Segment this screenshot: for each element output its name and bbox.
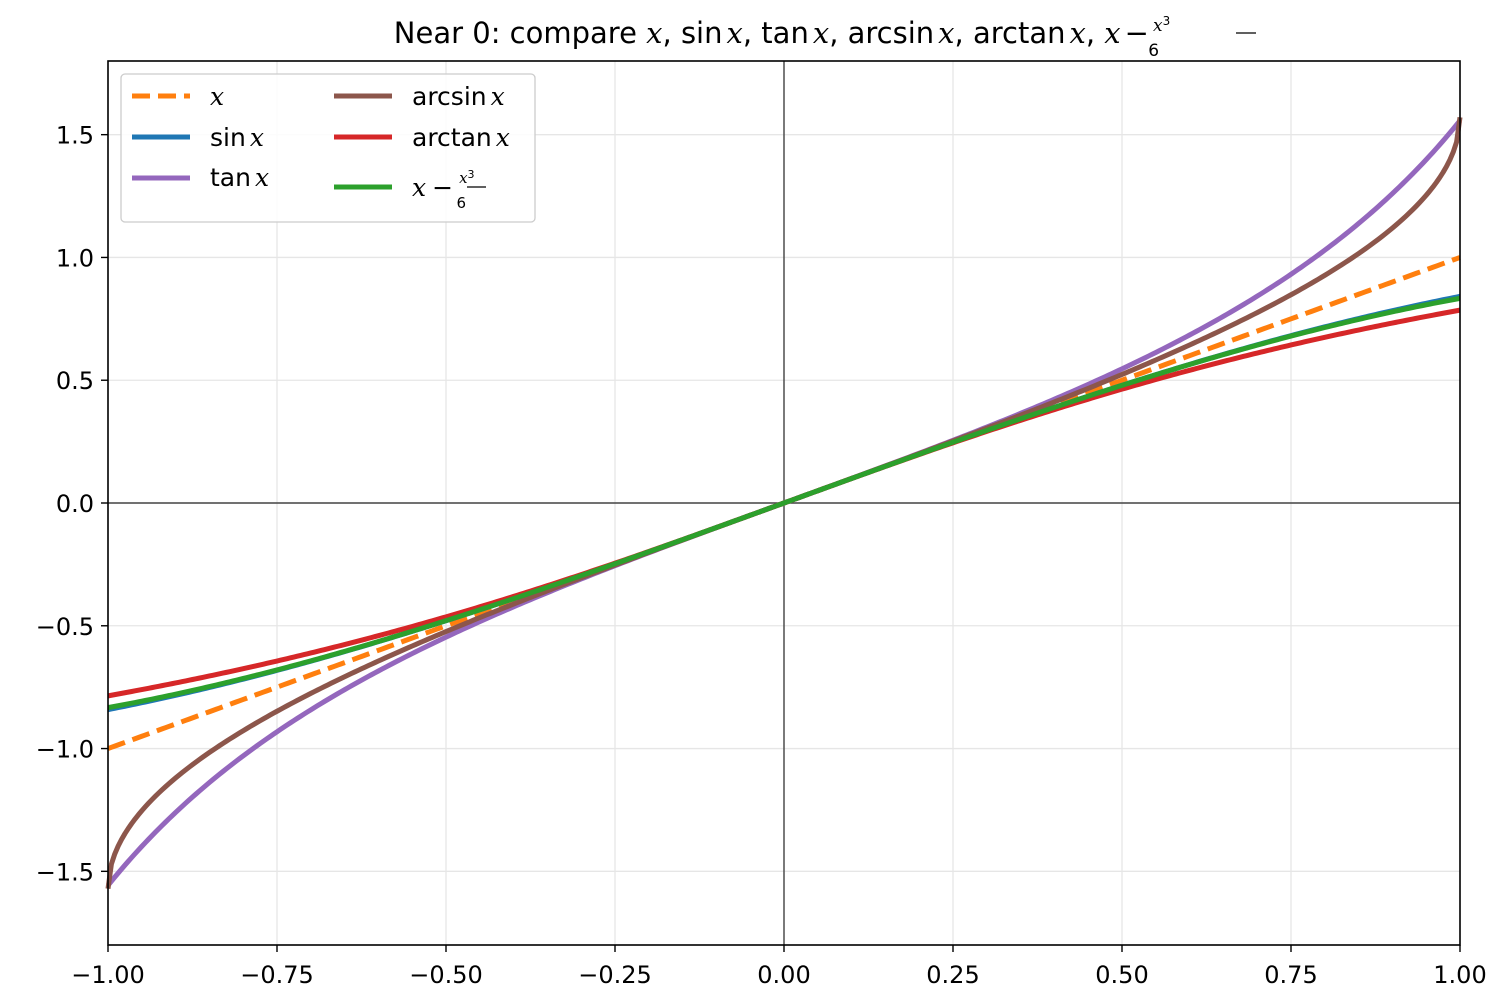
title-arcsin-var: x <box>938 16 954 50</box>
y-tick-label: 0.0 <box>56 490 94 518</box>
title-tan-var: x <box>813 16 829 50</box>
title-var-x: x <box>646 16 662 50</box>
x-tick-label: 0.25 <box>926 961 979 989</box>
title-prefix: Near 0: compare <box>394 16 646 50</box>
title-tan: tan <box>761 16 809 50</box>
legend-label-x: x <box>210 82 224 111</box>
x-tick-label: 0.00 <box>757 961 810 989</box>
title-cubic-var: x <box>1104 16 1120 50</box>
legend: x sin x tan x arcsin x arctan x x − x3 6 <box>121 74 535 222</box>
title-arctan: arctan <box>973 16 1066 50</box>
title-sin-var: x <box>727 16 743 50</box>
title-cubic-power: 3 <box>1163 14 1171 28</box>
x-tick-label: −0.25 <box>578 961 652 989</box>
x-tick-label: 1.00 <box>1433 961 1486 989</box>
legend-label-arcsin: arcsin x <box>412 82 505 111</box>
title-arctan-var: x <box>1070 16 1086 50</box>
x-tick-label: 0.75 <box>1264 961 1317 989</box>
legend-label-arctan: arctan x <box>412 123 510 152</box>
y-tick-label: 1.5 <box>56 122 94 150</box>
x-tick-label: 0.50 <box>1095 961 1148 989</box>
title-cubic-num-x: x <box>1153 16 1163 36</box>
y-tick-label: −1.5 <box>36 858 94 886</box>
chart-title: Near 0: compare x, sin x, tan x, arcsin x, … <box>394 14 1170 61</box>
x-tick-label: −1.00 <box>71 961 145 989</box>
y-tick-label: 0.5 <box>56 367 94 395</box>
legend-label-tan: tan x <box>210 163 269 192</box>
title-cubic-minus: − <box>1125 16 1149 50</box>
y-tick-label: −1.0 <box>36 736 94 764</box>
title-sin: sin <box>681 16 723 50</box>
y-tick-label: −0.5 <box>36 613 94 641</box>
x-tick-label: −0.75 <box>240 961 314 989</box>
title-arcsin: arcsin <box>848 16 935 50</box>
axis-ticks: −1.00 −0.75 −0.50 −0.25 0.00 0.25 0.50 0.75 1.00… <box>36 122 1487 989</box>
x-tick-label: −0.50 <box>409 961 483 989</box>
y-tick-label: 1.0 <box>56 244 94 272</box>
title-cubic-denominator: 6 <box>1148 41 1159 61</box>
legend-label-sin: sin x <box>210 123 264 152</box>
